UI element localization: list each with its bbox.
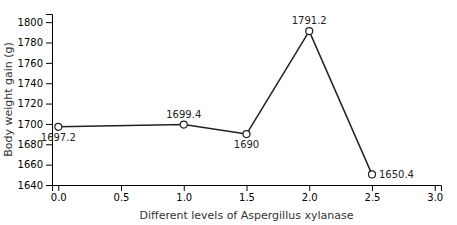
x-tick: 1.5 [239,185,255,203]
point [180,121,187,128]
x-tick-label: 0.0 [51,192,67,203]
y-tick: 1700 [18,119,52,130]
x-tick-label: 2.5 [365,192,381,203]
x-tick: 0.0 [51,185,67,203]
y-tick-label: 1740 [18,78,43,89]
x-tick-label: 0.5 [114,192,130,203]
point [243,131,250,138]
point [55,123,62,130]
x-tick-mark [372,185,373,191]
x-axis: 0.0 0.5 1.0 1.5 2.0 2.5 3.0 [51,185,443,203]
x-tick-label: 1.0 [176,192,192,203]
y-tick-mark [46,43,52,44]
point [306,28,313,35]
y-tick: 1640 [18,180,52,191]
x-tick: 3.0 [427,185,443,203]
y-tick: 1780 [18,37,52,48]
data-label: 1650.4 [379,169,414,180]
x-axis-line [53,186,442,192]
y-tick-label: 1720 [18,98,43,109]
x-tick-mark [184,185,185,191]
x-tick-mark [247,185,248,191]
data-label: 1699.4 [166,109,201,120]
x-tick: 1.0 [176,185,192,203]
y-tick-label: 1800 [18,17,43,28]
y-axis: 1640 1660 1680 1700 1720 1740 1760 1780 1800 [18,15,53,191]
y-tick-mark [46,165,52,166]
y-tick: 1740 [18,78,52,89]
x-tick-mark [58,185,59,191]
x-tick: 2.0 [302,185,318,203]
x-tick-mark [309,185,310,191]
x-tick: 0.5 [114,185,130,203]
x-axis-title: Different levels of Aspergillus xylanase [140,209,354,222]
data-labels: 1697.2 1699.4 1690 1791.2 1650.4 [41,15,414,180]
marks [55,28,376,178]
x-tick: 2.5 [365,185,381,203]
y-tick-mark [46,83,52,84]
y-tick-label: 1780 [18,37,43,48]
y-axis-title: Body weight gain (g) [2,42,15,157]
y-tick: 1760 [18,58,52,69]
y-tick-mark [46,22,52,23]
data-label: 1697.2 [41,132,76,143]
line [58,31,372,174]
x-tick-mark [121,185,122,191]
y-tick-label: 1760 [18,58,43,69]
y-tick-mark [46,185,52,186]
x-tick-label: 2.0 [302,192,318,203]
y-tick-label: 1680 [18,139,43,150]
y-tick: 1800 [18,17,52,28]
plot-area: 0.0 0.5 1.0 1.5 2.0 2.5 3.0 1640 1660 1680 1700 172… [18,15,444,204]
y-tick: 1720 [18,98,52,109]
x-tick-label: 3.0 [427,192,443,203]
y-tick-label: 1700 [18,119,43,130]
x-tick-label: 1.5 [239,192,255,203]
point [368,171,375,178]
y-axis-line [46,15,53,186]
y-tick-label: 1660 [18,159,43,170]
y-tick-mark [46,63,52,64]
x-tick-mark [435,185,436,191]
y-tick-mark [46,104,52,105]
y-tick-mark [46,124,52,125]
data-label: 1791.2 [292,15,327,26]
y-tick-mark [46,144,52,145]
chart: 0.0 0.5 1.0 1.5 2.0 2.5 3.0 1640 1660 1680 1700 172… [0,0,457,225]
y-tick-label: 1640 [18,180,43,191]
y-tick: 1660 [18,159,52,170]
data-label: 1690 [234,139,259,150]
